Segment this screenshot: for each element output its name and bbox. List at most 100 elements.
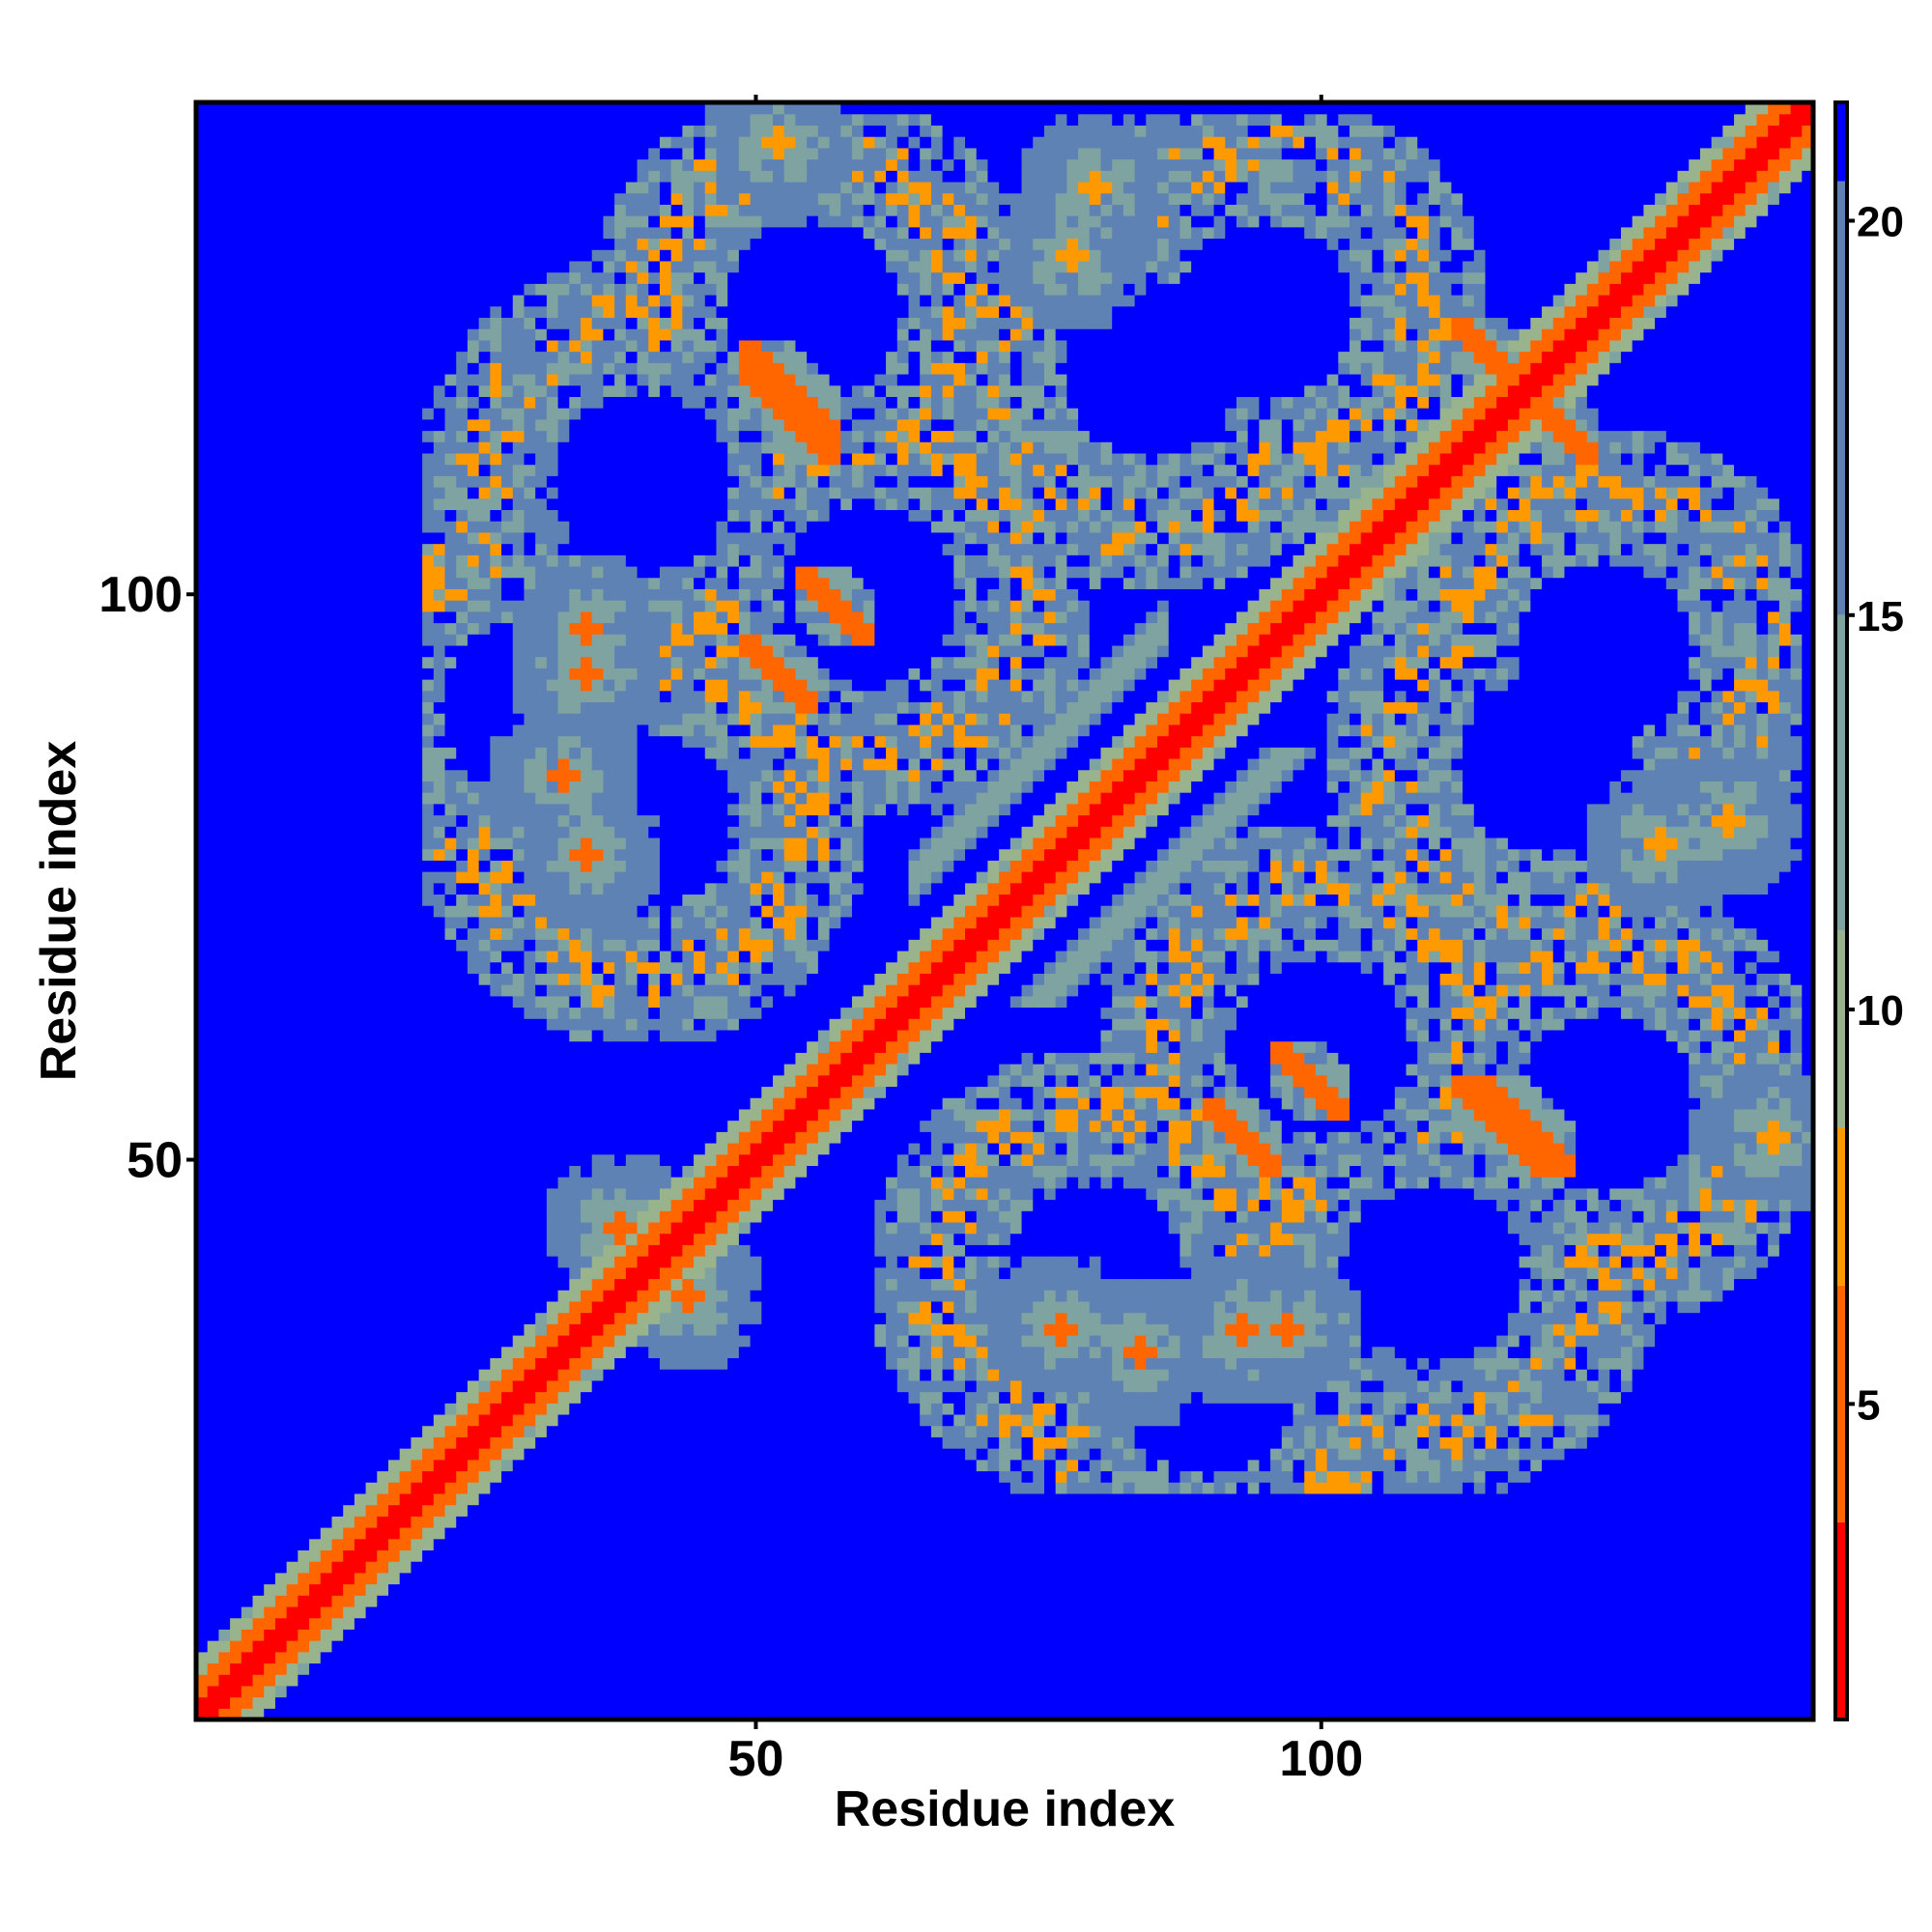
- heatmap-cell: [343, 238, 355, 249]
- heatmap-cell: [218, 1618, 230, 1630]
- heatmap-cell: [535, 679, 547, 691]
- heatmap-cell: [524, 1606, 535, 1618]
- heatmap-cell: [208, 283, 219, 295]
- heatmap-cell: [331, 1154, 343, 1166]
- heatmap-cell: [366, 261, 378, 272]
- heatmap-cell: [535, 1154, 547, 1166]
- heatmap-cell: [524, 1086, 535, 1097]
- heatmap-cell: [468, 544, 479, 555]
- heatmap-cell: [242, 249, 253, 261]
- heatmap-cell: [535, 362, 547, 374]
- heatmap-cell: [456, 328, 468, 340]
- heatmap-cell: [490, 1200, 501, 1211]
- heatmap-cell: [422, 1335, 434, 1347]
- heatmap-cell: [218, 849, 230, 861]
- heatmap-cell: [422, 1323, 434, 1335]
- heatmap-cell: [422, 1606, 434, 1618]
- heatmap-cell: [388, 691, 400, 702]
- heatmap-cell: [445, 905, 457, 917]
- heatmap-cell: [253, 1121, 265, 1132]
- heatmap-cell: [253, 1460, 265, 1471]
- heatmap-cell: [355, 238, 366, 249]
- heatmap-cell: [434, 1470, 445, 1482]
- heatmap-cell: [242, 905, 253, 917]
- heatmap-cell: [264, 691, 275, 702]
- heatmap-cell: [524, 498, 535, 510]
- heatmap-cell: [535, 1347, 547, 1358]
- heatmap-cell: [230, 1505, 242, 1517]
- heatmap-cell: [501, 1516, 513, 1527]
- heatmap-cell: [230, 532, 242, 544]
- heatmap-cell: [343, 170, 355, 182]
- heatmap-cell: [535, 1290, 547, 1301]
- heatmap-cell: [456, 1131, 468, 1143]
- heatmap-cell: [309, 1426, 321, 1437]
- heatmap-cell: [377, 1505, 388, 1517]
- heatmap-cell: [479, 1516, 491, 1527]
- heatmap-cell: [468, 1549, 479, 1561]
- heatmap-cell: [242, 1030, 253, 1041]
- heatmap-cell: [377, 1482, 388, 1493]
- heatmap-cell: [558, 905, 570, 917]
- heatmap-cell: [513, 1618, 525, 1630]
- heatmap-cell: [309, 261, 321, 272]
- heatmap-cell: [253, 1629, 265, 1640]
- heatmap-cell: [558, 566, 570, 578]
- heatmap-cell: [388, 1470, 400, 1482]
- heatmap-cell: [377, 713, 388, 724]
- heatmap-cell: [456, 317, 468, 328]
- heatmap-cell: [569, 544, 581, 555]
- heatmap-cell: [331, 1075, 343, 1087]
- heatmap-cell: [275, 1030, 287, 1041]
- heatmap-cell: [468, 1086, 479, 1097]
- heatmap-cell: [377, 758, 388, 770]
- heatmap-cell: [343, 1369, 355, 1380]
- heatmap-cell: [434, 1426, 445, 1437]
- heatmap-cell: [366, 1064, 378, 1075]
- heatmap-cell: [445, 1561, 457, 1573]
- heatmap-cell: [434, 634, 445, 645]
- heatmap-cell: [208, 1392, 219, 1404]
- heatmap-cell: [501, 1200, 513, 1211]
- heatmap-cell: [479, 578, 491, 589]
- heatmap-cell: [524, 487, 535, 498]
- heatmap-cell: [355, 1154, 366, 1166]
- heatmap-cell: [501, 701, 513, 713]
- heatmap-cell: [355, 600, 366, 611]
- heatmap-cell: [230, 1008, 242, 1019]
- heatmap-cell: [445, 487, 457, 498]
- heatmap-cell: [218, 1549, 230, 1561]
- heatmap-cell: [569, 860, 581, 871]
- heatmap-cell: [331, 340, 343, 352]
- heatmap-cell: [355, 838, 366, 849]
- heatmap-cell: [331, 611, 343, 623]
- heatmap-cell: [218, 736, 230, 748]
- heatmap-cell: [456, 1549, 468, 1561]
- heatmap-cell: [366, 1177, 378, 1188]
- heatmap-cell: [355, 1414, 366, 1426]
- heatmap-cell: [298, 1188, 309, 1200]
- heatmap-cell: [264, 1030, 275, 1041]
- heatmap-cell: [524, 170, 535, 182]
- heatmap-cell: [558, 770, 570, 781]
- heatmap-cell: [331, 521, 343, 532]
- heatmap-cell: [434, 1097, 445, 1109]
- heatmap-cell: [253, 1482, 265, 1493]
- heatmap-cell: [524, 419, 535, 431]
- heatmap-cell: [366, 1290, 378, 1301]
- heatmap-cell: [456, 1347, 468, 1358]
- heatmap-cell: [479, 170, 491, 182]
- heatmap-cell: [218, 465, 230, 476]
- heatmap-cell: [581, 815, 592, 827]
- heatmap-cell: [513, 1234, 525, 1245]
- heatmap-cell: [287, 1414, 298, 1426]
- heatmap-cell: [355, 758, 366, 770]
- heatmap-cell: [468, 962, 479, 974]
- heatmap-cell: [377, 1392, 388, 1404]
- heatmap-cell: [490, 1493, 501, 1505]
- heatmap-cell: [230, 1652, 242, 1663]
- heatmap-cell: [253, 578, 265, 589]
- heatmap-cell: [490, 758, 501, 770]
- heatmap-cell: [230, 385, 242, 397]
- heatmap-cell: [321, 1662, 332, 1674]
